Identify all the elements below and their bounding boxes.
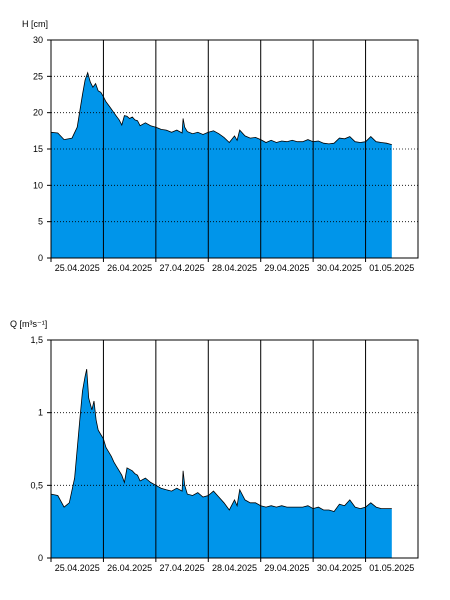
x-tick-label: 28.04.2025 <box>212 263 257 273</box>
x-tick-label: 01.05.2025 <box>369 263 414 273</box>
x-tick-label: 30.04.2025 <box>317 563 362 573</box>
water-level-chart: 0 5 10 15 20 25 30 25.04.2025 26.04.2025 27.04.20… <box>22 19 419 273</box>
y-tick-label: 1,5 <box>30 335 43 345</box>
y-tick-label: 1 <box>38 408 43 418</box>
y-tick-label: 10 <box>33 180 43 190</box>
x-tick-label: 30.04.2025 <box>317 263 362 273</box>
x-tick-label: 01.05.2025 <box>369 563 414 573</box>
y-axis-label: H [cm] <box>22 19 48 29</box>
area-fill-series-0 <box>51 72 392 258</box>
y-tick-label: 25 <box>33 71 43 81</box>
y-tick-label: 0 <box>38 253 43 263</box>
area-line-series-0 <box>50 369 392 512</box>
x-tick-label: 26.04.2025 <box>107 263 152 273</box>
x-tick-label: 25.04.2025 <box>55 263 100 273</box>
x-tick-label: 27.04.2025 <box>160 563 205 573</box>
y-tick-label: 30 <box>33 35 43 45</box>
area-fill-series-0 <box>51 369 392 558</box>
x-tick-label: 28.04.2025 <box>212 563 257 573</box>
y-tick-label: 5 <box>38 217 43 227</box>
x-tick-label: 29.04.2025 <box>264 563 309 573</box>
x-tick-label: 27.04.2025 <box>160 263 205 273</box>
x-tick-label: 25.04.2025 <box>55 563 100 573</box>
y-tick-label: 20 <box>33 108 43 118</box>
x-tick-label: 29.04.2025 <box>264 263 309 273</box>
y-tick-label: 15 <box>33 144 43 154</box>
discharge-chart: 0 0,5 1 1,5 25.04.2025 26.04.2025 27.04.2025 28… <box>10 319 419 573</box>
y-tick-label: 0 <box>38 553 43 563</box>
x-tick-label: 26.04.2025 <box>107 563 152 573</box>
y-tick-label: 0,5 <box>30 480 43 490</box>
y-axis-label: Q [m³s⁻¹] <box>10 319 47 329</box>
plot-frame <box>50 339 419 559</box>
